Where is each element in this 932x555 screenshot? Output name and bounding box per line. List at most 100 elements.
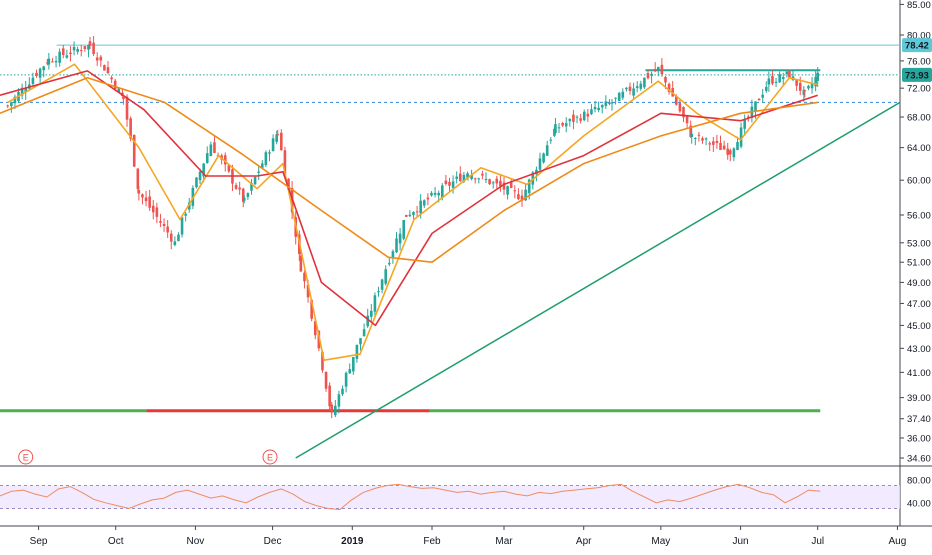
candle-body: [141, 194, 144, 198]
candle-body: [646, 73, 650, 79]
candle-body: [722, 145, 726, 150]
rsi-band: [0, 485, 900, 509]
earnings-marker[interactable]: [18, 449, 34, 465]
candle-body: [664, 76, 667, 83]
x-tick-label: 2019: [341, 536, 364, 547]
candle-body: [404, 214, 408, 217]
candle-body: [715, 140, 719, 144]
candle-body: [458, 173, 462, 182]
candle-body: [209, 144, 213, 157]
candle-body: [701, 138, 704, 141]
y-tick-label: 68.00: [907, 113, 931, 124]
candle-body: [46, 62, 49, 64]
candle-body: [88, 41, 92, 46]
candle-body: [202, 163, 205, 177]
candle-body: [177, 234, 180, 242]
candle-body: [778, 74, 781, 83]
candle-body: [148, 196, 151, 208]
candle-body: [444, 180, 448, 184]
candle-body: [653, 68, 657, 72]
candle-body: [205, 153, 209, 163]
candle-body: [788, 70, 791, 78]
candle-body: [242, 197, 246, 201]
candle-body: [330, 404, 334, 413]
rsi-tick-label: 40.00: [907, 498, 931, 509]
candle-body: [767, 78, 771, 85]
y-tick-label: 39.00: [907, 393, 931, 404]
candle-body: [103, 65, 106, 71]
candle-body: [572, 114, 575, 122]
candle-body: [579, 118, 582, 121]
candle-body: [610, 102, 614, 104]
candle-body: [257, 171, 260, 173]
candle-body: [810, 83, 814, 89]
candle-body: [51, 61, 54, 63]
y-tick-label: 51.00: [907, 258, 931, 269]
candle-body: [600, 104, 604, 108]
candle-body: [462, 174, 466, 182]
candle-body: [764, 86, 768, 91]
candle-body: [754, 101, 757, 112]
candle-body: [106, 67, 110, 74]
candle-body: [617, 92, 621, 101]
price-axis: 85.00 80.00 76.00 72.00 68.00 64.00 60.00 56.00…: [900, 0, 932, 509]
earnings-marker[interactable]: [262, 449, 278, 465]
candle-body: [238, 187, 241, 190]
candle-body: [344, 372, 348, 387]
candle-body: [42, 66, 46, 71]
candle-body: [798, 82, 802, 91]
candle-body: [477, 178, 481, 180]
candle-body: [632, 88, 635, 96]
candle-body: [678, 103, 682, 112]
x-tick-label: Apr: [576, 536, 592, 547]
candle-body: [234, 185, 238, 189]
candle-body: [122, 96, 125, 99]
candle-body: [667, 83, 671, 93]
candle-body: [162, 223, 166, 226]
candle-body: [795, 79, 798, 86]
y-tick-label: 47.00: [907, 299, 931, 310]
candle-body: [253, 177, 257, 185]
x-tick-label: Jun: [733, 536, 749, 547]
candle-body: [422, 200, 426, 206]
y-tick-label: 41.00: [907, 368, 931, 379]
y-tick-label: 43.00: [907, 344, 931, 355]
candle-body: [527, 179, 531, 194]
y-tick-label: 49.00: [907, 278, 931, 289]
candle-body: [542, 153, 545, 163]
candle-body: [287, 178, 290, 190]
candle-body: [419, 200, 422, 214]
trendline: [295, 101, 901, 459]
candle-body: [517, 194, 520, 200]
candle-body: [549, 139, 553, 141]
candle-body: [125, 96, 129, 120]
candle-body: [92, 42, 95, 55]
candle-body: [388, 262, 391, 265]
candle-body: [682, 107, 685, 118]
candle-body: [136, 168, 140, 189]
candle-body: [187, 202, 191, 210]
candle-body: [58, 51, 61, 63]
candle-body: [398, 233, 402, 244]
x-tick-label: Oct: [108, 536, 124, 547]
candle-body: [590, 109, 593, 115]
candle-body: [608, 102, 611, 104]
candle-body: [736, 142, 739, 151]
candle-body: [384, 269, 388, 284]
candle-body: [276, 134, 280, 136]
candle-body: [509, 181, 513, 188]
moving-averages: [0, 63, 818, 361]
candle-body: [433, 192, 437, 195]
candle-body: [195, 177, 198, 188]
candle-body: [303, 272, 306, 282]
candle-body: [362, 329, 366, 337]
candle-body: [132, 135, 136, 167]
y-tick-label: 72.00: [907, 84, 931, 95]
candle-body: [166, 226, 169, 233]
y-tick-label: 36.00: [907, 434, 931, 445]
y-tick-label: 85.00: [907, 0, 931, 11]
candle-body: [430, 192, 433, 196]
candle-body: [184, 213, 187, 216]
